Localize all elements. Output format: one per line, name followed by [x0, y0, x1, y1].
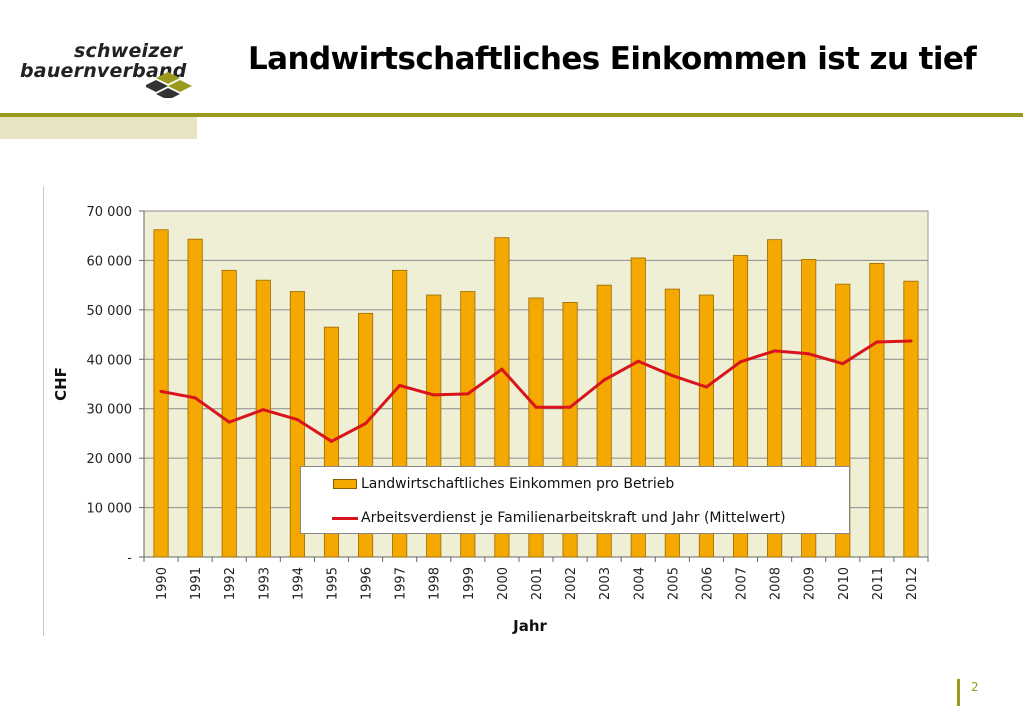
line-point: [602, 378, 606, 382]
x-tick-label: 2003: [598, 567, 613, 600]
line-point: [534, 405, 538, 409]
line-point: [329, 439, 333, 443]
legend-label-bars: Landwirtschaftliches Einkommen pro Betri…: [361, 476, 675, 492]
line-point: [295, 418, 299, 422]
diamond-logo-mark: [146, 72, 192, 98]
legend-label-line: Arbeitsverdienst je Familienarbeitskraft…: [361, 510, 786, 526]
y-axis-title: CHF: [52, 367, 70, 401]
x-tick-label: 2007: [735, 567, 750, 600]
line-point: [227, 420, 231, 424]
line-point: [670, 374, 674, 378]
y-tick-label: 10 000: [87, 502, 133, 517]
legend-entry-bars: Landwirtschaftliches Einkommen pro Betri…: [301, 476, 674, 492]
logo-diamond-right: [168, 80, 192, 92]
logo-diamond-bottom: [156, 88, 180, 98]
line-point: [773, 349, 777, 353]
line-point: [636, 359, 640, 363]
x-tick-label: 2001: [530, 567, 545, 600]
y-tick-label: 50 000: [87, 304, 133, 319]
line-point: [466, 392, 470, 396]
x-tick-label: 2000: [496, 567, 511, 600]
line-point: [704, 385, 708, 389]
y-tick-label: -: [127, 551, 132, 566]
x-tick-label: 2006: [700, 567, 715, 600]
y-tick-label: 30 000: [87, 403, 133, 418]
line-point: [500, 367, 504, 371]
x-tick-label: 2005: [666, 567, 681, 600]
bar: [903, 280, 919, 558]
logo-diamond-top: [156, 72, 180, 84]
x-tick-label: 2008: [769, 567, 784, 600]
line-point: [398, 383, 402, 387]
line-point: [739, 360, 743, 364]
x-tick-label: 1995: [325, 567, 340, 600]
slide-title: Landwirtschaftliches Einkommen ist zu ti…: [248, 41, 977, 77]
y-tick-label: 70 000: [87, 205, 133, 220]
y-tick-label: 60 000: [87, 254, 133, 269]
line-point: [807, 352, 811, 356]
bar: [255, 279, 271, 558]
header-rule: [0, 113, 1023, 117]
brand-logo: schweizer bauernverband: [18, 40, 198, 102]
chart-frame-border: [43, 186, 44, 636]
line-point: [261, 408, 265, 412]
legend-entry-line: Arbeitsverdienst je Familienarbeitskraft…: [301, 510, 786, 526]
x-tick-label: 1990: [155, 567, 170, 600]
income-chart: - 10 000 20 000 30 000 40 000 50 000 60 000 70 …: [52, 205, 929, 635]
line-point: [568, 405, 572, 409]
x-tick-label: 1994: [291, 567, 306, 600]
x-tick-label: 2010: [837, 567, 852, 600]
x-tick-label: 2011: [871, 567, 886, 600]
y-tick-label: 20 000: [87, 452, 133, 467]
x-tick-label: 2009: [803, 567, 818, 600]
x-tick-label: 1999: [462, 567, 477, 600]
legend-swatch-bar: [333, 479, 357, 489]
logo-text-line1: schweizer: [74, 40, 183, 62]
bar: [221, 269, 237, 558]
line-point: [432, 393, 436, 397]
x-tick-label: 1998: [428, 567, 443, 600]
line-point: [364, 422, 368, 426]
page-number: 2: [971, 680, 979, 694]
x-tick-label: 1992: [223, 567, 238, 600]
bar: [869, 262, 885, 558]
x-tick-label: 2012: [905, 567, 920, 600]
y-tick-label: 40 000: [87, 353, 133, 368]
line-point: [875, 340, 879, 344]
x-tick-label: 1993: [257, 567, 272, 600]
line-point: [909, 339, 913, 343]
x-tick-label: 2004: [632, 567, 647, 600]
x-axis-title: Jahr: [512, 617, 547, 635]
page-number-marker: [957, 679, 960, 706]
line-point: [159, 389, 163, 393]
chart-legend: Landwirtschaftliches Einkommen pro Betri…: [300, 466, 850, 534]
line-point: [841, 362, 845, 366]
header-rule-accent: [0, 117, 197, 139]
logo-text-line2: bauernverband: [20, 60, 187, 82]
x-tick-label: 1991: [189, 567, 204, 600]
x-tick-label: 2002: [564, 567, 579, 600]
legend-swatch-line: [332, 516, 358, 520]
logo-diamond-left: [146, 80, 168, 92]
x-tick-label: 1997: [394, 567, 409, 600]
x-tick-label: 1996: [360, 567, 375, 600]
line-point: [193, 396, 197, 400]
